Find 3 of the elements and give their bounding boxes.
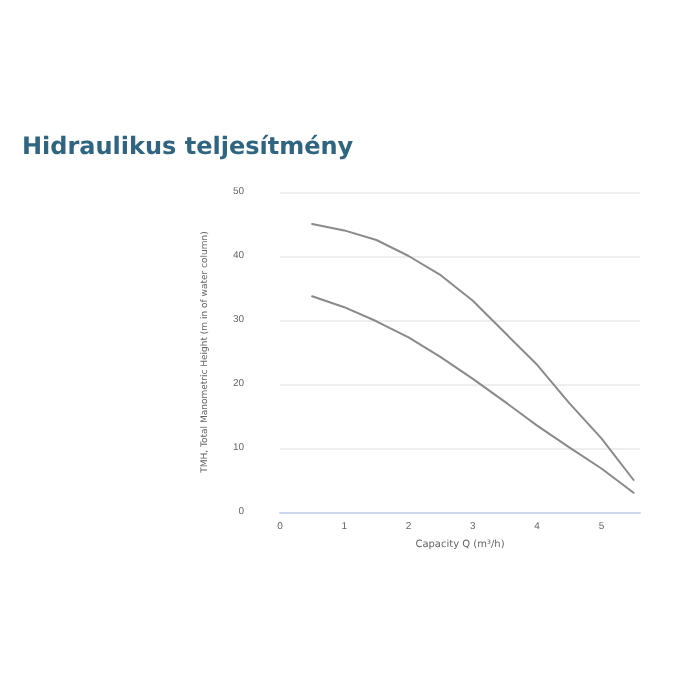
line-series bbox=[311, 295, 635, 494]
line-series bbox=[311, 223, 635, 481]
chart-title: Hidraulikus teljesítmény bbox=[22, 132, 354, 160]
